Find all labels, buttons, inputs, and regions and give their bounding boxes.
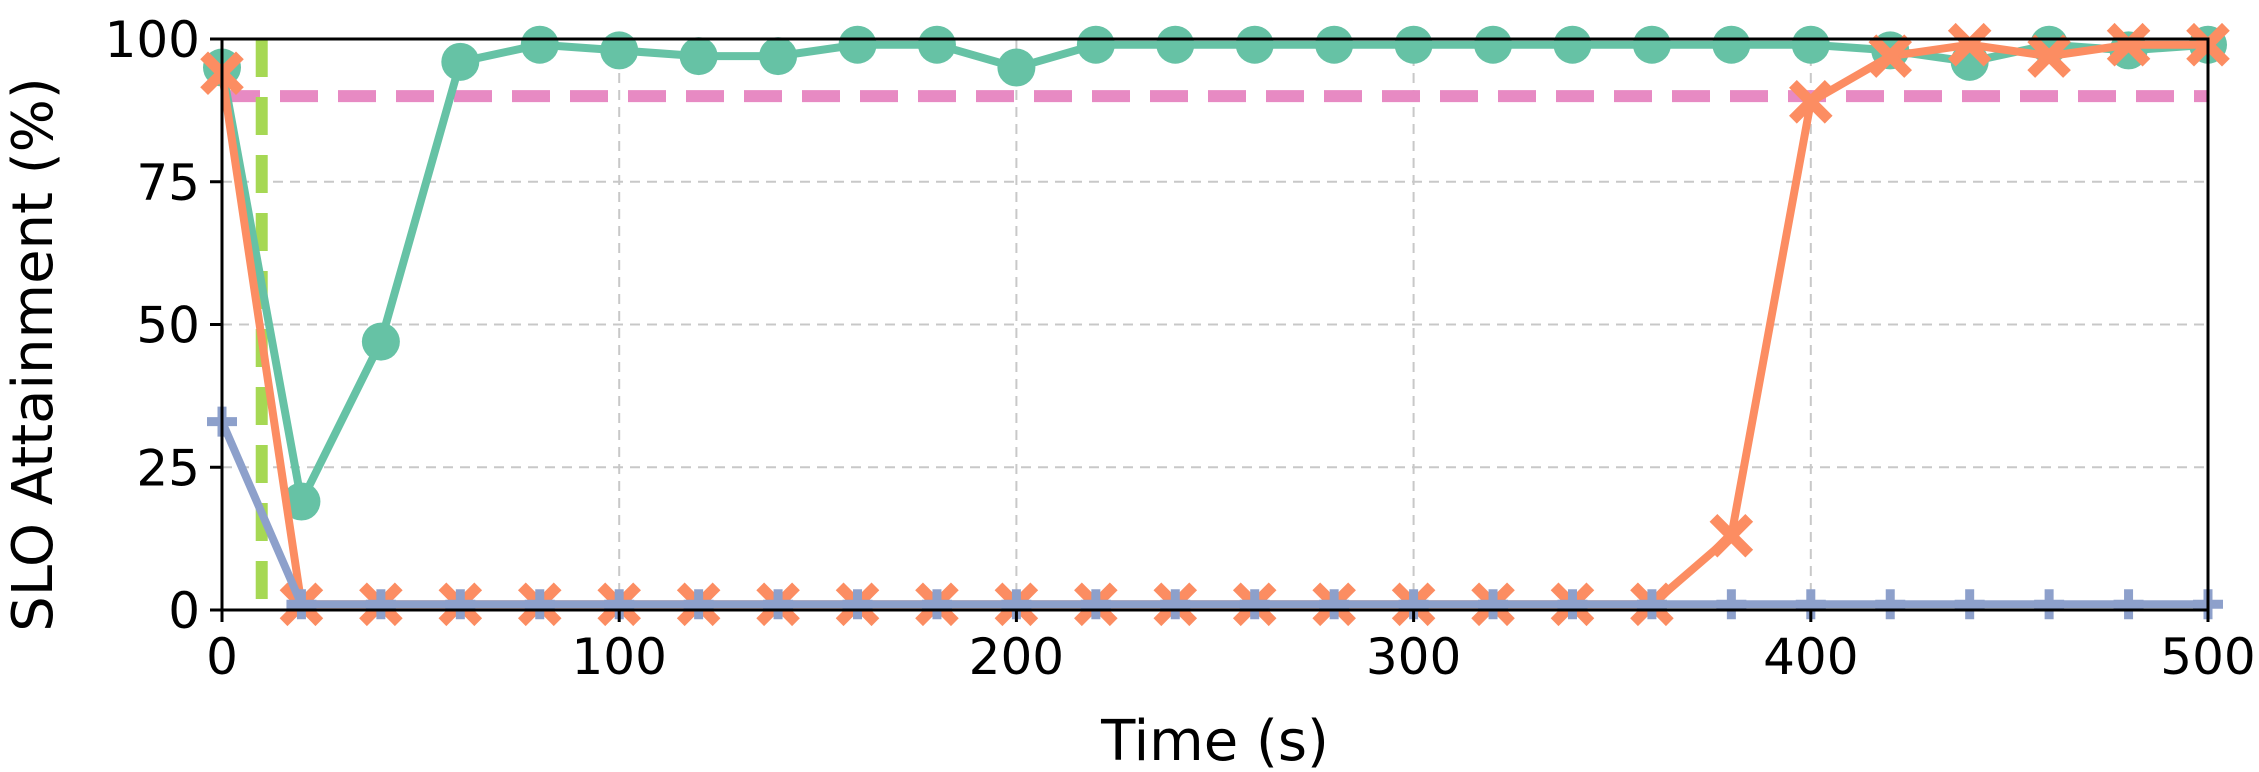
data-point — [600, 31, 639, 70]
data-point — [2034, 589, 2065, 620]
y-tick-label: 25 — [136, 439, 200, 497]
x-axis-label: Time (s) — [1100, 709, 1329, 772]
data-point — [1868, 34, 1913, 78]
series-line — [218, 419, 2208, 609]
data-point — [524, 589, 555, 620]
series-layer — [200, 22, 2230, 627]
data-point — [1712, 25, 1751, 64]
data-point — [1553, 25, 1592, 64]
data-point — [1947, 22, 1992, 67]
data-point — [2113, 589, 2144, 620]
data-point — [1791, 25, 1830, 64]
x-tick-label: 300 — [1366, 628, 1461, 686]
data-point — [1716, 589, 1747, 620]
data-point — [1557, 589, 1588, 620]
series-line — [218, 40, 2209, 506]
x-tick-label: 500 — [2160, 628, 2255, 686]
data-point — [997, 48, 1036, 87]
data-point — [679, 37, 718, 76]
data-point — [1875, 589, 1906, 620]
data-point — [917, 25, 956, 64]
x-tick-label: 0 — [206, 628, 238, 686]
data-point — [282, 482, 321, 521]
y-tick-label: 100 — [105, 11, 200, 69]
data-point — [2106, 22, 2151, 67]
data-point — [1478, 589, 1509, 620]
data-point — [441, 42, 480, 81]
data-point — [1076, 25, 1115, 64]
data-point — [763, 589, 794, 620]
data-point — [1474, 25, 1513, 64]
data-point — [1319, 589, 1350, 620]
data-point — [286, 589, 317, 620]
axes: 0 100 200 300 400 500 0 25 50 75 100 — [105, 11, 2256, 686]
data-point — [1156, 25, 1195, 64]
grid-lines — [222, 39, 2208, 610]
data-point — [1789, 80, 1833, 124]
y-axis-label: SLO Attainment (%) — [1, 77, 66, 631]
x-tick-label: 100 — [571, 628, 666, 686]
data-point — [1394, 25, 1433, 64]
data-point — [1315, 25, 1354, 64]
data-point — [1632, 25, 1671, 64]
data-point — [361, 322, 400, 361]
series-3 — [207, 406, 2223, 620]
data-point — [1954, 589, 1985, 620]
data-point — [2027, 34, 2071, 78]
x-tick-label: 400 — [1763, 628, 1858, 686]
x-tick-label: 200 — [969, 628, 1064, 686]
data-point — [1080, 589, 1111, 620]
data-point — [759, 37, 798, 76]
y-tick-label: 75 — [136, 154, 200, 212]
data-point — [1239, 589, 1270, 620]
y-tick-label: 0 — [168, 582, 200, 640]
data-point — [520, 25, 559, 64]
data-point — [1160, 589, 1191, 620]
data-point — [365, 589, 396, 620]
data-point — [838, 25, 877, 64]
data-point — [842, 589, 873, 620]
data-point — [445, 589, 476, 620]
data-point — [1636, 589, 1667, 620]
data-point — [683, 589, 714, 620]
data-point — [1709, 513, 1754, 558]
data-point — [1235, 25, 1274, 64]
y-tick-label: 50 — [136, 297, 200, 355]
data-point — [921, 589, 952, 620]
